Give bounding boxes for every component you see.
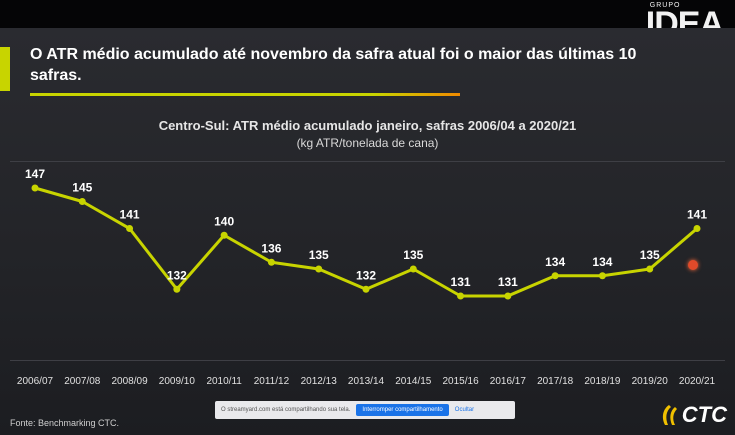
x-tick-label: 2015/16 — [442, 376, 479, 387]
logo-small-text: GRUPO — [649, 2, 681, 9]
data-point — [126, 225, 134, 232]
x-tick-label: 2010/11 — [206, 376, 242, 387]
source-note: Fonte: Benchmarking CTC. — [10, 418, 120, 428]
data-label: 134 — [592, 255, 612, 269]
data-point — [504, 292, 512, 300]
data-label: 131 — [451, 275, 471, 289]
data-point — [173, 285, 181, 293]
data-point — [457, 292, 465, 300]
data-point — [315, 265, 323, 273]
ctc-logo-text: CTC — [681, 402, 727, 427]
x-tick-label: 2017/18 — [537, 376, 574, 387]
x-tick-label: 2011/12 — [254, 376, 290, 387]
data-label: 145 — [72, 181, 92, 195]
screen-share-bar: O streamyard.com está compartilhando sua… — [215, 401, 515, 419]
x-tick-label: 2020/21 — [679, 376, 716, 387]
data-point — [598, 272, 606, 280]
data-label: 135 — [403, 248, 423, 262]
x-tick-label: 2009/10 — [159, 376, 196, 387]
data-point — [551, 272, 559, 280]
data-point — [78, 198, 86, 205]
share-bar-text: O streamyard.com está compartilhando sua… — [221, 407, 351, 413]
chart-subtitle: (kg ATR/tonelada de cana) — [296, 136, 439, 150]
data-point — [362, 285, 370, 293]
data-label: 140 — [214, 214, 234, 228]
data-label: 147 — [25, 167, 45, 181]
data-point — [220, 231, 228, 239]
data-label: 134 — [545, 255, 565, 269]
data-label: 132 — [167, 268, 187, 282]
data-label: 141 — [687, 208, 707, 222]
data-point — [409, 265, 417, 273]
data-point — [646, 265, 654, 273]
top-bar — [0, 0, 735, 28]
gridline-bottom — [10, 360, 725, 361]
x-tick-label: 2008/09 — [111, 376, 148, 387]
headline-accent-bar — [0, 47, 10, 91]
data-label: 131 — [498, 275, 518, 289]
x-tick-label: 2019/20 — [632, 376, 669, 387]
x-tick-label: 2007/08 — [64, 376, 101, 387]
stop-sharing-button[interactable]: Interromper compartilhamento — [356, 404, 449, 416]
data-label: 135 — [309, 248, 329, 262]
x-tick-label: 2014/15 — [395, 376, 432, 387]
x-tick-label: 2018/19 — [584, 376, 621, 387]
x-tick-label: 2006/07 — [17, 376, 54, 387]
ctc-logo: CTC — [659, 402, 727, 428]
x-tick-label: 2016/17 — [490, 376, 527, 387]
data-label: 136 — [261, 241, 281, 255]
pointer-cursor — [688, 260, 698, 270]
headline: O ATR médio acumulado até novembro da sa… — [30, 46, 637, 84]
x-tick-label: 2012/13 — [301, 376, 338, 387]
x-tick-label: 2013/14 — [348, 376, 385, 387]
hide-button[interactable]: Ocultar — [454, 407, 475, 413]
chart-title: Centro-Sul: ATR médio acumulado janeiro,… — [158, 118, 577, 133]
data-label: 132 — [356, 268, 376, 282]
data-point — [31, 184, 39, 192]
data-point — [267, 258, 275, 266]
data-point — [693, 225, 701, 232]
data-label: 141 — [120, 208, 140, 222]
data-label: 135 — [640, 248, 660, 262]
gridline-top — [10, 161, 725, 162]
ctc-mark-icon — [662, 405, 677, 425]
headline-underline — [30, 93, 460, 96]
